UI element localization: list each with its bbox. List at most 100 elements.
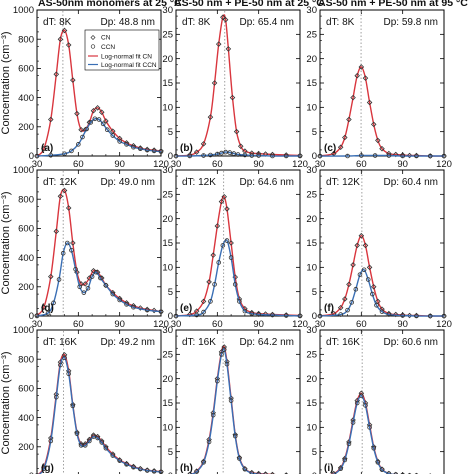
cn-point xyxy=(370,121,377,128)
x-tick-label: 120 xyxy=(436,319,452,330)
ccn-point xyxy=(357,272,363,277)
cn-point xyxy=(354,242,360,249)
y-tick-label: 20 xyxy=(162,374,173,385)
ccn-point xyxy=(76,142,81,147)
plot-frame xyxy=(36,329,162,474)
ccn-point xyxy=(338,466,343,472)
ccn-point xyxy=(41,466,47,472)
ccn-point xyxy=(414,153,419,159)
cn-point xyxy=(218,198,225,205)
cn-point xyxy=(70,240,76,246)
ccn-point xyxy=(51,300,56,306)
ccn-point xyxy=(400,313,405,318)
ccn-point xyxy=(249,470,255,474)
ccn-point xyxy=(249,153,255,158)
y-tick-label: 15 xyxy=(306,238,317,249)
x-tick-label: 90 xyxy=(114,159,125,170)
ccn-point xyxy=(73,266,78,272)
cn-point xyxy=(366,99,373,106)
y-tick-label: 5 xyxy=(168,447,173,458)
ccn-point xyxy=(124,142,129,147)
dt-annotation: dT: 16K xyxy=(182,337,216,348)
ccn-point xyxy=(62,355,67,361)
cn-point xyxy=(53,71,60,78)
ccn-point xyxy=(144,468,150,473)
ccn-fit-line xyxy=(188,348,268,474)
y-tick-label: 30 xyxy=(162,325,173,336)
y-tick-label: 25 xyxy=(306,190,317,201)
ccn-point xyxy=(173,153,179,159)
legend-box xyxy=(84,29,160,71)
ccn-point xyxy=(144,307,150,313)
ccn-point xyxy=(221,347,227,352)
cn-point xyxy=(61,187,68,194)
y-axis-label: Concentration (cm⁻³) xyxy=(0,31,12,134)
plot-frame xyxy=(319,329,445,474)
cn-point xyxy=(130,143,137,149)
cn-point xyxy=(200,141,207,147)
y-tick-label: 0 xyxy=(168,151,173,162)
x-tick-label: 90 xyxy=(397,319,408,330)
ccn-point xyxy=(201,153,206,158)
cn-point xyxy=(337,144,344,151)
y-tick-label: 1000 xyxy=(13,5,34,16)
ccn-point xyxy=(194,312,199,318)
ccn-point xyxy=(81,290,87,295)
dp-annotation: Dp: 48.8 nm xyxy=(101,17,155,28)
legend-ccn-label: CCN xyxy=(101,44,115,51)
cn-point xyxy=(41,304,47,311)
y-tick-label: 0 xyxy=(312,151,317,162)
legend-ccn-marker xyxy=(90,44,96,49)
x-tick-label: 60 xyxy=(356,159,367,170)
ccn-point xyxy=(235,152,241,157)
ccn-point xyxy=(92,116,98,122)
ccn-point xyxy=(345,307,350,313)
ccn-point xyxy=(346,441,352,447)
ccn-fit-line xyxy=(175,239,301,317)
legend-fit-ccn-label: Log-normal fit CCN xyxy=(101,62,157,69)
cn-point xyxy=(375,137,381,144)
ccn-point xyxy=(215,151,220,157)
ccn-point xyxy=(263,472,268,474)
dt-annotation: dT: 12K xyxy=(182,177,216,188)
panel-label: (a) xyxy=(41,143,53,154)
ccn-point xyxy=(242,152,248,158)
x-tick-label: 60 xyxy=(356,319,367,330)
ccn-point xyxy=(342,457,348,463)
ccn-point xyxy=(370,291,375,297)
cn-point xyxy=(210,252,216,258)
ccn-point xyxy=(138,146,143,152)
ccn-point xyxy=(131,144,136,150)
ccn-point xyxy=(34,153,40,159)
ccn-point xyxy=(237,456,242,461)
cn-point xyxy=(103,118,109,124)
ccn-point xyxy=(104,127,110,133)
x-tick-label: 30 xyxy=(32,319,43,330)
y-tick-label: 10 xyxy=(306,103,317,114)
plot-frame xyxy=(319,169,445,317)
ccn-point xyxy=(270,153,275,159)
ccn-point xyxy=(187,472,193,474)
ccn-point xyxy=(212,282,217,287)
dt-annotation: dT: 12K xyxy=(43,177,77,188)
x-tick-label: 90 xyxy=(253,319,264,330)
ccn-point xyxy=(441,313,447,319)
x-tick-label: 120 xyxy=(292,159,308,170)
ccn-point xyxy=(331,471,337,474)
ccn-point xyxy=(219,352,224,357)
y-tick-label: 30 xyxy=(306,325,317,336)
ccn-point xyxy=(80,134,85,140)
panel-label: (f) xyxy=(324,303,334,314)
ccn-point xyxy=(151,148,157,154)
cn-point xyxy=(215,41,222,47)
ccn-point xyxy=(359,153,364,158)
dt-annotation: dT: 8K xyxy=(43,17,72,28)
ccn-point xyxy=(48,438,54,444)
x-tick-label: 90 xyxy=(114,319,125,330)
ccn-fit-line xyxy=(319,268,444,317)
y-tick-label: 800 xyxy=(18,194,34,205)
cn-point xyxy=(350,94,356,101)
ccn-point xyxy=(372,153,378,158)
cn-point xyxy=(362,242,369,249)
y-tick-label: 200 xyxy=(18,122,34,133)
